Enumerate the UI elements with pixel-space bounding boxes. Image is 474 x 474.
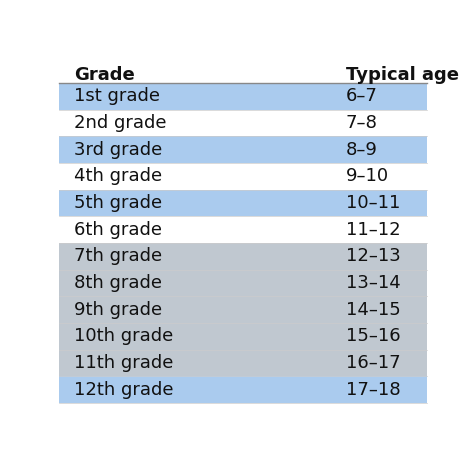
Text: 10th grade: 10th grade — [74, 327, 173, 345]
Text: 4th grade: 4th grade — [74, 167, 162, 185]
Text: 11th grade: 11th grade — [74, 354, 173, 372]
Text: 6–7: 6–7 — [346, 88, 378, 106]
Text: 11–12: 11–12 — [346, 221, 401, 239]
Text: 12–13: 12–13 — [346, 247, 401, 265]
Bar — [59, 323, 427, 350]
Bar — [59, 296, 427, 323]
Text: 17–18: 17–18 — [346, 381, 401, 399]
Text: Grade: Grade — [74, 66, 135, 84]
Bar — [59, 350, 427, 376]
Text: 8–9: 8–9 — [346, 141, 378, 159]
Bar — [59, 216, 427, 243]
Text: 14–15: 14–15 — [346, 301, 401, 319]
Text: 10–11: 10–11 — [346, 194, 400, 212]
Text: 1st grade: 1st grade — [74, 88, 160, 106]
Text: 9–10: 9–10 — [346, 167, 389, 185]
Bar — [59, 110, 427, 137]
Text: 6th grade: 6th grade — [74, 221, 162, 239]
Text: 2nd grade: 2nd grade — [74, 114, 166, 132]
Bar — [59, 270, 427, 296]
Text: 5th grade: 5th grade — [74, 194, 162, 212]
Text: 8th grade: 8th grade — [74, 274, 162, 292]
Bar — [59, 243, 427, 270]
Text: 7th grade: 7th grade — [74, 247, 162, 265]
Text: 7–8: 7–8 — [346, 114, 378, 132]
Text: 13–14: 13–14 — [346, 274, 401, 292]
Text: 16–17: 16–17 — [346, 354, 401, 372]
Bar — [59, 376, 427, 403]
Text: 9th grade: 9th grade — [74, 301, 162, 319]
Text: 3rd grade: 3rd grade — [74, 141, 162, 159]
Bar — [59, 163, 427, 190]
Bar — [59, 83, 427, 110]
Text: 12th grade: 12th grade — [74, 381, 173, 399]
Text: 15–16: 15–16 — [346, 327, 401, 345]
Text: Typical age: Typical age — [346, 66, 459, 84]
Bar — [59, 137, 427, 163]
Bar — [59, 190, 427, 216]
